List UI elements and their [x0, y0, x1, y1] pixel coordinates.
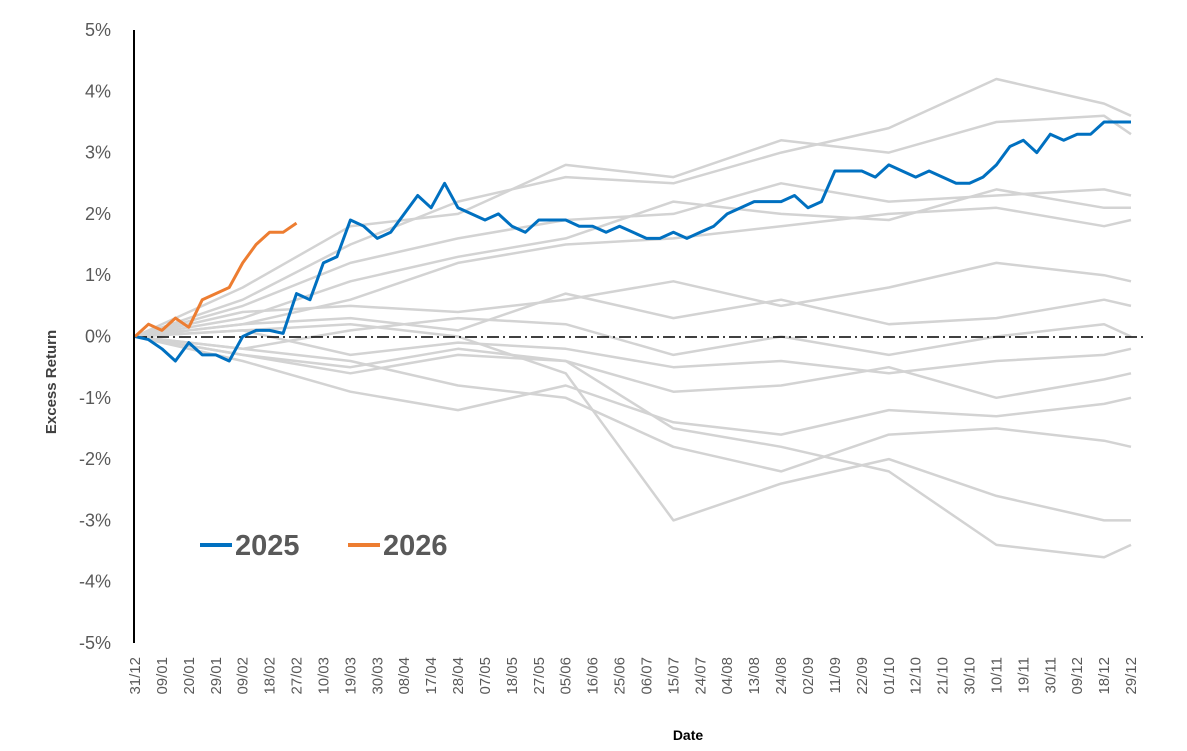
y-tick-label: -1%: [79, 388, 111, 408]
x-tick-label: 18/12: [1096, 657, 1113, 695]
history-line-8: [134, 329, 1132, 375]
highlight-series-group: [133, 120, 1131, 363]
x-tick-label: 01/10: [881, 657, 898, 695]
x-tick-label: 19/11: [1015, 657, 1032, 693]
x-tick-label: 15/07: [665, 657, 682, 695]
x-tick-label: 12/10: [908, 657, 925, 695]
x-tick-label: 19/03: [342, 657, 359, 695]
x-tick-label: 08/04: [396, 657, 413, 695]
x-tick-labels: 31/12 09/01 20/01 29/01 09/02 18/02 27/02 10/03…: [127, 657, 1140, 695]
legend-label-2025: 2025: [235, 530, 300, 562]
legend-label-2026: 2026: [383, 530, 448, 562]
x-tick-label: 18/05: [504, 657, 521, 695]
x-tick-label: 10/03: [315, 657, 332, 695]
y-tick-label: -3%: [79, 510, 111, 530]
y-tick-label: 3%: [85, 143, 111, 163]
x-tick-label: 24/08: [773, 657, 790, 695]
x-tick-label: 28/04: [450, 657, 467, 695]
history-line-10: [134, 335, 1132, 436]
y-axis-label: Excess Return: [43, 330, 60, 434]
x-tick-label: 18/02: [262, 657, 279, 695]
x-tick-label: 27/02: [289, 657, 306, 695]
history-line-3: [134, 188, 1131, 338]
y-tick-label: 4%: [85, 81, 111, 101]
x-tick-label: 07/05: [477, 657, 494, 695]
y-tick-label: -5%: [79, 633, 111, 653]
history-line-4: [134, 206, 1132, 338]
history-line-0: [134, 77, 1132, 338]
x-tick-label: 13/08: [746, 657, 763, 695]
history-line-5: [134, 261, 1132, 338]
x-axis-label: Date: [673, 727, 704, 743]
x-tick-label: 30/10: [962, 657, 979, 695]
y-tick-label: 1%: [85, 265, 111, 285]
series-line-2025: [134, 120, 1131, 363]
history-line-11: [134, 335, 1132, 473]
x-tick-label: 24/07: [692, 657, 709, 695]
y-tick-labels: 5% 4% 3% 2% 1% 0% -1% -2% -3% -4% -5%: [79, 20, 111, 653]
history-line-13: [134, 335, 1132, 559]
x-tick-label: 17/04: [423, 657, 440, 695]
x-tick-label: 09/01: [154, 657, 171, 695]
series-line-2026: [133, 221, 298, 338]
legend: 2025 2026: [200, 530, 448, 562]
y-tick-label: -2%: [79, 449, 111, 469]
x-tick-label: 05/06: [558, 657, 575, 695]
x-tick-label: 27/05: [531, 657, 548, 695]
y-tick-label: -4%: [79, 572, 111, 592]
x-tick-label: 10/11: [988, 657, 1005, 693]
x-tick-label: 09/12: [1069, 657, 1086, 695]
x-tick-label: 20/01: [181, 657, 198, 695]
x-tick-label: 11/09: [827, 657, 844, 693]
x-tick-label: 30/11: [1042, 657, 1059, 693]
x-tick-label: 02/09: [800, 657, 817, 695]
historical-series-group: [134, 77, 1132, 559]
y-tick-label: 2%: [85, 204, 111, 224]
x-tick-label: 30/03: [369, 657, 386, 695]
x-tick-label: 09/02: [235, 657, 252, 695]
x-tick-label: 22/09: [854, 657, 871, 695]
y-tick-label: 5%: [85, 20, 111, 40]
history-line-2: [134, 182, 1132, 338]
y-tick-label: 0%: [85, 327, 111, 347]
x-tick-label: 31/12: [127, 657, 144, 695]
x-tick-label: 29/12: [1123, 657, 1140, 695]
x-tick-label: 29/01: [208, 657, 225, 695]
x-tick-label: 25/06: [612, 657, 629, 695]
x-tick-label: 21/10: [935, 657, 952, 695]
history-line-6: [134, 292, 1132, 338]
x-tick-label: 04/08: [719, 657, 736, 695]
history-line-12: [134, 322, 1131, 522]
x-tick-label: 16/06: [585, 657, 602, 695]
history-line-9: [134, 335, 1132, 400]
x-tick-label: 06/07: [638, 657, 655, 695]
history-line-1: [134, 114, 1132, 338]
